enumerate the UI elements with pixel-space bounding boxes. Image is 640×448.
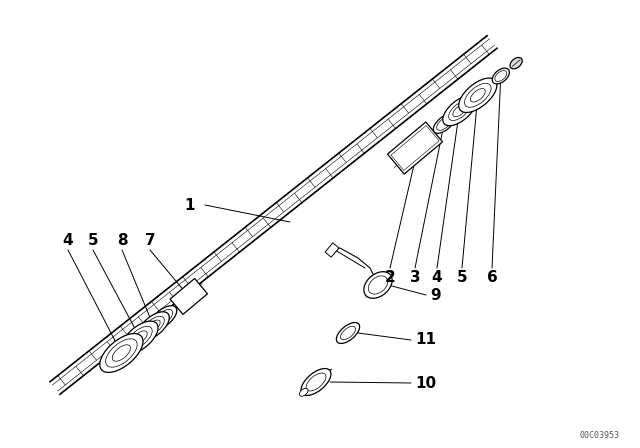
Ellipse shape (465, 83, 491, 107)
Text: 5: 5 (88, 233, 99, 248)
Ellipse shape (300, 388, 308, 396)
Text: 00C03953: 00C03953 (580, 431, 620, 440)
Polygon shape (391, 125, 439, 170)
Ellipse shape (510, 57, 522, 69)
Polygon shape (387, 122, 442, 174)
Ellipse shape (306, 373, 326, 391)
Ellipse shape (433, 114, 455, 134)
Text: 3: 3 (410, 270, 420, 285)
Text: 10: 10 (415, 375, 436, 391)
Ellipse shape (492, 68, 509, 84)
Text: 9: 9 (430, 288, 440, 302)
Text: 5: 5 (457, 270, 467, 285)
Ellipse shape (106, 339, 137, 367)
Text: 2: 2 (385, 270, 396, 285)
Ellipse shape (337, 323, 360, 344)
Polygon shape (170, 279, 207, 314)
Text: 6: 6 (486, 270, 497, 285)
Ellipse shape (132, 331, 147, 345)
Ellipse shape (154, 310, 173, 326)
Text: 1: 1 (185, 198, 195, 212)
Text: 7: 7 (145, 233, 156, 248)
Text: 4: 4 (63, 233, 74, 248)
Ellipse shape (147, 320, 160, 332)
Text: 8: 8 (116, 233, 127, 248)
Ellipse shape (340, 326, 355, 340)
Ellipse shape (459, 78, 497, 112)
Ellipse shape (127, 326, 152, 349)
Ellipse shape (100, 334, 143, 372)
Ellipse shape (436, 117, 452, 130)
Ellipse shape (138, 312, 170, 340)
Ellipse shape (452, 105, 466, 117)
Ellipse shape (470, 89, 485, 102)
Ellipse shape (368, 276, 388, 294)
Ellipse shape (122, 321, 158, 354)
Polygon shape (325, 243, 339, 257)
Text: 4: 4 (432, 270, 442, 285)
Ellipse shape (112, 345, 131, 361)
Ellipse shape (449, 101, 470, 121)
Text: 11: 11 (415, 332, 436, 348)
Ellipse shape (150, 306, 177, 330)
Ellipse shape (301, 369, 331, 396)
Ellipse shape (443, 96, 476, 126)
Ellipse shape (495, 71, 507, 82)
Ellipse shape (143, 316, 164, 336)
Ellipse shape (364, 271, 392, 298)
